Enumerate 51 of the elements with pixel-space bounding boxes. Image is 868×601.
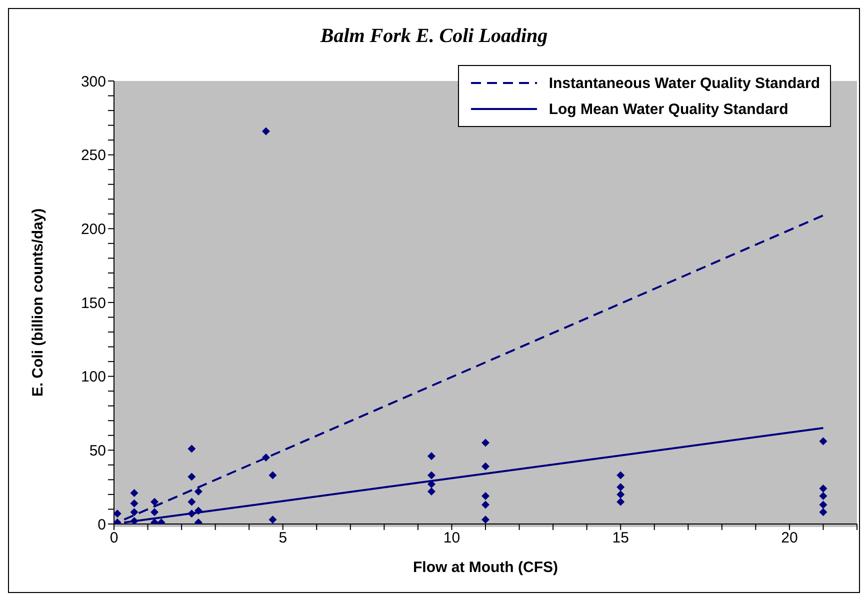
point (150, 498, 159, 506)
legend-label: Log Mean Water Quality Standard (548, 100, 788, 118)
point (268, 516, 277, 524)
x-tick-label: 5 (278, 530, 288, 547)
legend-label: Instantaneous Water Quality Standard (548, 74, 820, 92)
x-tick-label: 20 (781, 530, 798, 547)
point (819, 437, 828, 446)
point (268, 471, 277, 480)
point (188, 498, 196, 506)
point (616, 483, 625, 492)
point (427, 452, 436, 460)
point (427, 471, 436, 480)
point (114, 510, 122, 518)
point (819, 500, 828, 509)
y-tick-label: 0 (98, 516, 106, 534)
point (616, 471, 625, 480)
x-tick-label: 15 (612, 530, 629, 547)
point (194, 488, 202, 496)
point (427, 488, 436, 496)
point (262, 127, 270, 136)
point (150, 508, 159, 516)
point (130, 517, 138, 524)
point (482, 462, 490, 470)
point (819, 492, 828, 500)
point (130, 499, 138, 508)
point (819, 484, 828, 493)
point (482, 516, 490, 524)
point (482, 438, 490, 447)
y-axis-title: E. Coli (billion counts/day) (29, 208, 46, 397)
point (482, 500, 490, 509)
chart-title: Balm Fork E. Coli Loading (319, 25, 549, 48)
point (130, 488, 138, 497)
point (188, 510, 196, 518)
y-tick-label: 100 (80, 368, 106, 386)
x-tick-label: 10 (443, 530, 460, 547)
y-tick-label: 50 (89, 442, 106, 460)
point (819, 508, 828, 516)
point (616, 498, 625, 506)
point (482, 492, 490, 500)
y-tick-label: 200 (80, 220, 106, 238)
y-tick-label: 250 (80, 147, 106, 164)
point (130, 508, 138, 516)
point (194, 506, 202, 515)
x-tick-label: 0 (110, 530, 118, 547)
x-axis-title: Flow at Mouth (CFS) (413, 559, 558, 576)
y-tick-label: 300 (80, 73, 106, 90)
y-tick-label: 150 (80, 294, 106, 312)
point (188, 472, 196, 481)
point (262, 454, 270, 462)
point (616, 490, 625, 498)
point (188, 444, 196, 453)
